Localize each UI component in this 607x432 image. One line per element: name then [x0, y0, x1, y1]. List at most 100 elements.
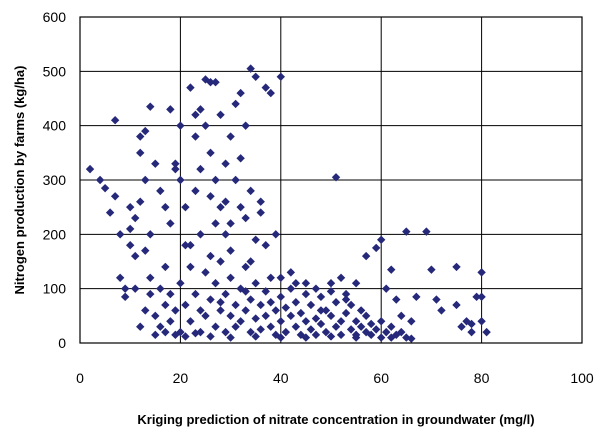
data-point — [246, 186, 255, 196]
data-point — [126, 202, 135, 212]
data-point — [171, 164, 180, 174]
data-point — [156, 284, 165, 293]
data-points — [85, 64, 491, 343]
data-point — [211, 175, 220, 185]
data-point — [261, 83, 270, 92]
data-point — [131, 284, 140, 293]
data-point — [181, 332, 190, 341]
data-point — [306, 325, 316, 334]
data-point — [181, 202, 190, 212]
data-point — [377, 317, 386, 326]
data-point — [186, 262, 195, 272]
data-point — [226, 273, 235, 282]
data-point — [216, 298, 225, 307]
data-point — [206, 148, 215, 158]
data-point — [427, 265, 436, 274]
data-point — [95, 175, 105, 185]
data-point — [120, 292, 130, 302]
data-point — [336, 273, 346, 282]
data-point — [120, 284, 130, 293]
data-point — [291, 298, 301, 307]
data-point — [276, 292, 285, 302]
data-point — [351, 333, 361, 342]
data-point — [387, 322, 396, 331]
data-point — [397, 327, 406, 337]
data-point — [126, 224, 135, 234]
data-point — [216, 202, 225, 212]
data-point — [311, 330, 321, 340]
gridlines — [80, 17, 582, 343]
data-point — [266, 298, 275, 307]
data-point — [251, 314, 260, 323]
data-point — [241, 306, 250, 315]
data-point — [226, 132, 235, 141]
data-point — [316, 306, 326, 315]
y-tick-label: 100 — [43, 281, 67, 297]
data-point — [356, 306, 366, 315]
data-point — [156, 322, 165, 331]
data-point — [341, 295, 351, 304]
data-point — [221, 289, 230, 299]
y-tick-label: 400 — [43, 118, 67, 134]
data-point — [246, 327, 255, 337]
data-point — [196, 230, 205, 239]
data-point — [256, 300, 265, 310]
data-point — [371, 243, 381, 253]
data-point — [346, 300, 356, 310]
data-point — [271, 230, 280, 239]
data-point — [226, 219, 235, 228]
data-point — [402, 227, 411, 236]
x-axis-title: Kriging prediction of nitrate concentrat… — [137, 412, 534, 427]
y-tick-label: 600 — [43, 9, 67, 25]
data-point — [236, 154, 245, 163]
data-point — [151, 330, 160, 340]
data-point — [326, 279, 336, 288]
data-point — [196, 306, 205, 315]
data-point — [281, 303, 291, 312]
data-point — [251, 279, 260, 288]
data-point — [206, 78, 215, 87]
data-point — [276, 273, 285, 282]
data-point — [397, 311, 406, 321]
data-point — [211, 78, 220, 87]
data-point — [201, 268, 210, 277]
data-point — [256, 197, 265, 206]
data-point — [261, 311, 270, 321]
data-point — [226, 246, 235, 255]
data-point — [336, 330, 346, 340]
data-point — [171, 159, 180, 168]
data-point — [166, 219, 175, 228]
data-point — [326, 332, 336, 341]
data-point — [291, 279, 301, 288]
data-point — [176, 279, 185, 288]
data-point — [341, 289, 351, 299]
data-point — [377, 333, 386, 342]
y-tick-label: 500 — [43, 63, 67, 79]
data-point — [226, 333, 235, 342]
data-point — [251, 235, 260, 244]
data-point — [437, 306, 446, 315]
data-point — [361, 311, 371, 321]
data-point — [191, 289, 200, 299]
data-point — [331, 173, 341, 182]
data-point — [100, 183, 110, 193]
data-point — [236, 88, 245, 98]
data-point — [301, 317, 311, 326]
data-point — [412, 292, 421, 302]
data-point — [196, 164, 205, 174]
x-tick-label: 20 — [173, 370, 189, 386]
data-point — [301, 289, 311, 299]
y-tick-label: 300 — [43, 172, 67, 188]
data-point — [316, 292, 326, 302]
data-point — [206, 251, 215, 261]
data-point — [306, 300, 316, 310]
data-point — [211, 322, 220, 331]
data-point — [457, 322, 466, 331]
data-point — [326, 287, 336, 296]
data-point — [472, 292, 481, 302]
data-point — [191, 186, 200, 196]
data-point — [136, 197, 145, 206]
data-point — [176, 175, 185, 185]
x-tick-label: 60 — [373, 370, 389, 386]
data-point — [321, 327, 331, 337]
